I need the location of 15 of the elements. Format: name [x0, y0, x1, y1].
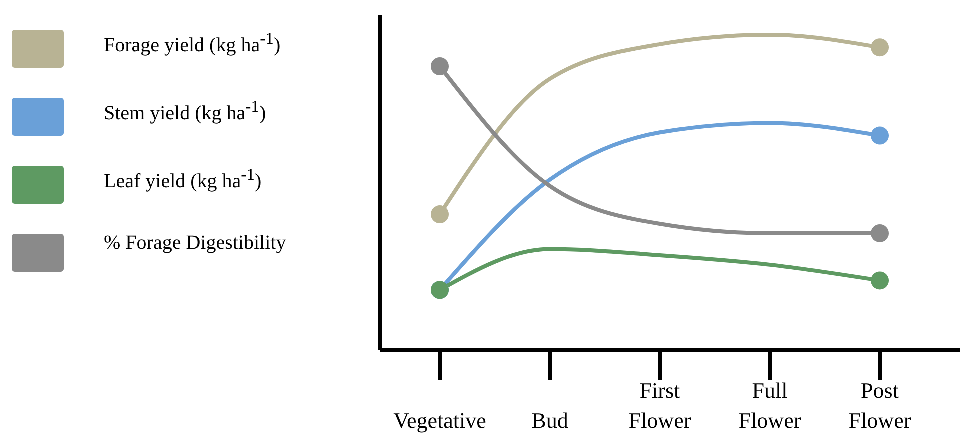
x-tick-label: Full Flower [738, 378, 802, 433]
point [871, 126, 889, 145]
legend-label: Forage yield (kg ha$^{-1}$) [104, 28, 282, 59]
point [431, 206, 449, 224]
x-tick-label: Post Flower [848, 378, 912, 433]
legend-label: Stem yield (kg ha$^{-1}$) [104, 96, 268, 127]
point [871, 272, 889, 290]
x-tick-label: Vegetative [394, 408, 486, 433]
legend-label: % Forage Digestibility [104, 231, 288, 256]
point [431, 58, 449, 76]
x-tick-label: First Flower [628, 378, 692, 433]
point [871, 38, 889, 57]
x-tick-label: Bud [532, 408, 568, 433]
point [871, 224, 889, 242]
legend-label: Leaf yield (kg ha$^{-1}$) [104, 164, 263, 195]
